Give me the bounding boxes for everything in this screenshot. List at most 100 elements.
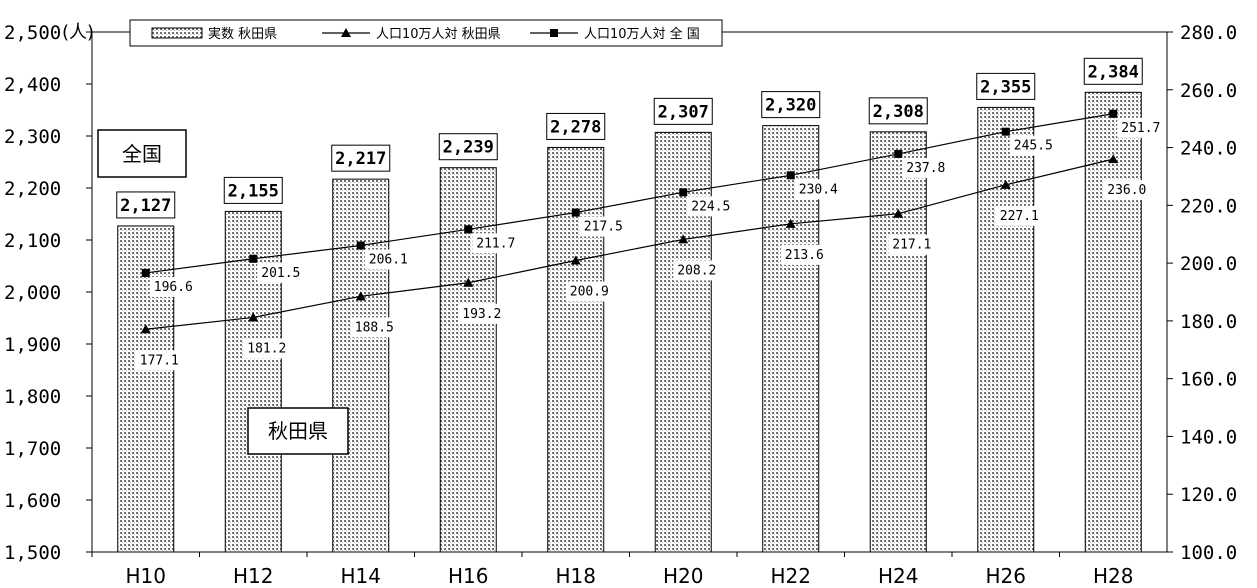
point-label-bg	[472, 233, 519, 254]
point-label-bg	[1009, 135, 1056, 156]
right-axis-label: 280.0	[1180, 22, 1237, 44]
bar-value-box	[438, 133, 498, 161]
point-label-bg	[687, 196, 734, 217]
line-marker-triangle	[1000, 179, 1011, 189]
left-axis-label: 2,400	[4, 74, 61, 96]
point-label-bg	[350, 317, 397, 338]
line-marker-square	[1001, 127, 1010, 136]
bar-value-box	[116, 191, 176, 219]
legend-box	[129, 19, 723, 47]
bar-value-label: 2,239	[443, 138, 494, 158]
point-value-label: 200.9	[570, 285, 609, 300]
x-axis-label: H12	[233, 564, 274, 588]
series-line	[145, 158, 1114, 330]
point-label-bg	[888, 234, 935, 255]
bar-value-label: 2,307	[658, 102, 709, 122]
line-marker-square	[141, 268, 150, 277]
point-label-bg	[995, 205, 1042, 226]
point-value-label: 217.5	[584, 220, 623, 235]
right-axis-label: 200.0	[1180, 253, 1237, 275]
left-axis-label: 1,500	[4, 542, 61, 564]
right-axis-label: 260.0	[1180, 80, 1237, 102]
series-line	[145, 113, 1114, 274]
bar-value-box	[976, 72, 1036, 100]
annotation-akita: 秋田県	[268, 419, 328, 443]
point-label-bg	[257, 262, 304, 283]
line-marker-square	[356, 241, 365, 250]
point-value-label: 188.5	[355, 320, 394, 335]
legend-marker-triangle	[341, 28, 351, 37]
legend-label: 人口10万人対 秋田県	[376, 27, 501, 42]
bar	[869, 131, 927, 553]
line-marker-square	[679, 188, 688, 197]
point-value-label: 237.8	[906, 161, 945, 176]
x-axis-label: H24	[878, 564, 919, 588]
bar-value-box	[653, 97, 713, 125]
line-marker-square	[249, 254, 258, 263]
legend-label: 実数 秋田県	[208, 26, 277, 42]
bar-value-label: 2,278	[550, 117, 601, 137]
line-marker-square	[464, 225, 473, 234]
point-label-bg	[673, 260, 720, 281]
bar-value-box	[761, 91, 821, 119]
left-axis-label: 2,300	[4, 126, 61, 148]
line-marker-triangle	[1108, 154, 1119, 164]
right-axis-label: 140.0	[1180, 426, 1237, 448]
line-marker-square	[786, 171, 795, 180]
annotation-box-national	[97, 129, 187, 178]
point-value-label: 206.1	[369, 252, 408, 267]
legend-marker-square	[550, 29, 558, 37]
point-label-bg	[579, 216, 626, 237]
point-value-label: 211.7	[476, 236, 515, 251]
point-value-label: 227.1	[1000, 209, 1039, 224]
bar-value-label: 2,217	[335, 149, 386, 169]
x-axis-label: H14	[341, 564, 382, 588]
right-axis-label: 100.0	[1180, 542, 1237, 564]
point-label-bg	[794, 179, 841, 200]
point-value-label: 181.2	[247, 341, 286, 356]
point-value-label: 213.6	[785, 248, 824, 263]
x-axis-label: H20	[663, 564, 704, 588]
bar-value-label: 2,355	[980, 77, 1031, 97]
line-marker-triangle	[463, 277, 474, 287]
point-label-bg	[902, 157, 949, 178]
x-axis-label: H18	[556, 564, 597, 588]
x-axis-label: H10	[126, 564, 167, 588]
point-label-bg	[1103, 180, 1150, 201]
point-label-bg	[1117, 117, 1164, 138]
annotation-box-akita	[247, 407, 349, 455]
legend-label: 人口10万人対 全 国	[584, 26, 700, 42]
point-value-label: 217.1	[892, 238, 931, 253]
line-marker-triangle	[678, 234, 689, 244]
point-value-label: 245.5	[1014, 139, 1053, 154]
bar	[1084, 91, 1142, 553]
bar	[977, 106, 1035, 553]
legend-swatch-bar	[151, 27, 203, 39]
left-axis-label: 2,500	[4, 22, 61, 44]
point-value-label: 201.5	[261, 266, 300, 281]
legend: 実数 秋田県 人口10万人対 秋田県 人口10万人対 全 国	[129, 19, 723, 47]
point-label-bg	[135, 350, 182, 371]
left-axis-label: 1,800	[4, 386, 61, 408]
point-value-label: 177.1	[140, 353, 179, 368]
right-axis-label: 120.0	[1180, 484, 1237, 506]
line-marker-square	[894, 149, 903, 158]
right-axis-label: 220.0	[1180, 195, 1237, 217]
line-marker-triangle	[570, 255, 581, 265]
left-axis-label: 2,000	[4, 282, 61, 304]
left-axis-unit: (人)	[62, 22, 94, 43]
point-label-bg	[565, 281, 612, 302]
bar-value-label: 2,155	[228, 181, 279, 201]
line-marker-square	[1109, 109, 1118, 118]
line-marker-triangle	[248, 312, 259, 322]
left-axis-label: 1,900	[4, 334, 61, 356]
bar-value-box	[331, 144, 391, 172]
point-value-label: 230.4	[799, 182, 838, 197]
line-marker-triangle	[893, 208, 904, 218]
bar-value-box	[1083, 57, 1143, 85]
bar-value-box	[223, 176, 283, 204]
annotation-national: 全国	[122, 142, 162, 166]
point-value-label: 208.2	[677, 263, 716, 278]
right-axis-label: 240.0	[1180, 138, 1237, 160]
